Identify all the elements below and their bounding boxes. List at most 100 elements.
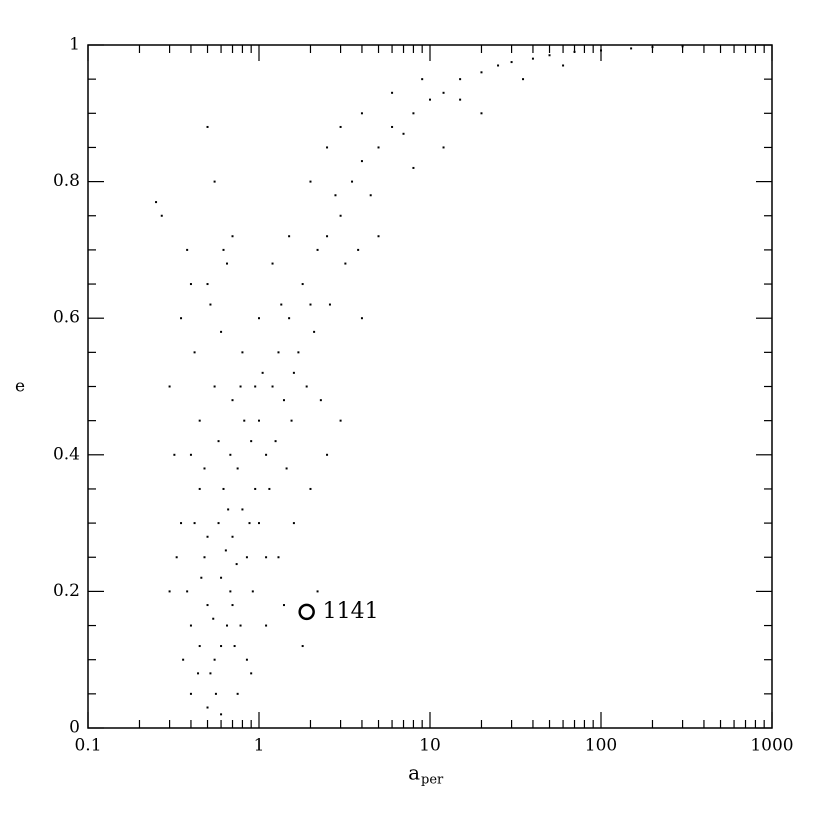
point [206,604,209,607]
point [412,112,415,115]
point [442,146,445,149]
point [391,91,394,94]
point [236,467,239,470]
y-tick-label: 1 [69,35,80,55]
y-axis-label: e [15,377,25,397]
point [193,522,196,525]
point [193,351,196,354]
point [261,371,264,374]
point [198,419,201,422]
point [224,549,227,552]
point [339,419,342,422]
point [226,262,229,265]
point [245,556,248,559]
point [326,453,329,456]
x-tick-label: 1000 [750,736,793,756]
x-tick-label: 1 [254,736,265,756]
point [258,419,260,422]
point [217,522,220,525]
point [316,248,319,251]
point [251,590,254,593]
point [497,64,500,67]
point [271,385,274,388]
point [203,556,206,559]
point [229,590,232,593]
point [369,194,372,197]
y-tick-label: 0 [69,718,80,738]
point [265,624,268,627]
point [292,371,295,374]
point [377,146,380,149]
point [480,112,483,115]
point [531,57,534,60]
point [235,563,238,566]
point [231,235,234,238]
point [173,453,176,456]
point [301,645,304,648]
y-tick-label: 0.2 [53,581,80,601]
point [198,645,201,648]
point [402,132,405,135]
point [510,61,513,64]
point [480,71,483,74]
point [334,194,337,197]
point [351,180,354,183]
point [285,467,288,470]
point [250,440,253,443]
point [459,78,462,81]
point [377,235,380,238]
point [328,303,331,306]
point [213,180,216,183]
point [282,604,285,607]
point [290,419,293,422]
point [339,214,342,217]
point [220,713,223,716]
point [271,262,274,265]
point [288,235,291,238]
x-tick-label: 100 [585,736,617,756]
point [339,125,342,128]
point [301,283,304,286]
point [222,487,225,490]
y-tick-label: 0.8 [53,171,80,191]
point [258,522,260,525]
point [548,54,551,57]
point [297,351,300,354]
point [630,47,633,50]
point [522,78,525,81]
point [214,692,217,695]
point [319,399,322,402]
x-axis-label-subscript: per [421,773,444,788]
point [206,535,209,538]
point [326,146,329,149]
point [280,303,283,306]
point [277,556,280,559]
point [459,98,462,101]
point [282,399,285,402]
x-tick-label: 10 [419,736,441,756]
point [212,617,215,620]
point [254,385,257,388]
point [222,248,225,251]
point [412,166,415,169]
point [360,317,363,320]
point [160,214,163,217]
point [206,125,209,128]
point [209,672,212,675]
point [180,522,183,525]
point [213,658,216,661]
x-axis-label: a [408,761,420,785]
point [217,440,220,443]
point [229,453,232,456]
point [442,91,445,94]
point [236,692,239,695]
point [344,262,347,265]
point [391,125,394,128]
point [197,672,200,675]
point [239,385,242,388]
point [209,303,212,306]
point [258,317,260,320]
point [292,522,295,525]
point [213,385,216,388]
